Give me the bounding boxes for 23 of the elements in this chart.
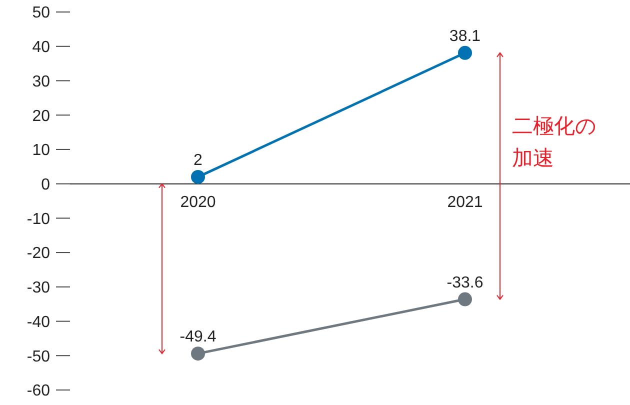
y-tick-label: 0: [41, 176, 50, 194]
data-label: 2: [194, 152, 203, 169]
x-tick-label: 2021: [447, 194, 483, 211]
y-tick-label: -50: [26, 348, 50, 366]
point: [458, 292, 472, 306]
y-tick-label: 40: [32, 39, 50, 56]
y-tick-label: -40: [26, 314, 50, 331]
y-tick-label: 50: [32, 4, 50, 22]
y-tick-label: 30: [32, 73, 50, 90]
y-tick-label: 20: [32, 108, 50, 125]
x-tick-label: 2020: [180, 194, 216, 211]
data-label: -33.6: [446, 274, 484, 292]
y-tick-label: 10: [32, 142, 50, 160]
annotation: 二極化の加速: [512, 113, 598, 172]
y-tick-label: -30: [26, 280, 50, 297]
point: [458, 46, 472, 60]
y-tick-label: -60: [26, 382, 50, 400]
y-tick-label: -10: [26, 210, 50, 228]
y-tick-label: -20: [26, 245, 50, 262]
point: [191, 346, 205, 361]
data-label: -49.4: [180, 328, 216, 346]
data-label: 38.1: [449, 28, 481, 45]
point: [191, 170, 205, 184]
